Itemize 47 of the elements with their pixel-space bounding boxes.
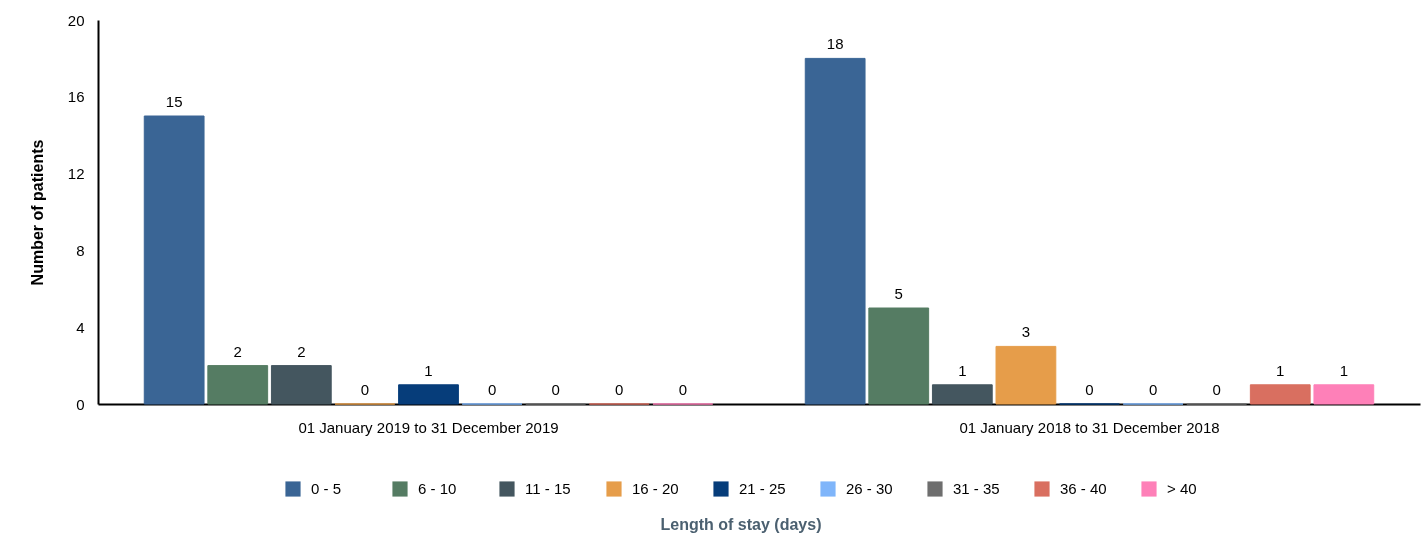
x-tick-label: 01 January 2018 to 31 December 2018 — [959, 418, 1220, 436]
bar — [995, 345, 1057, 405]
bar — [931, 384, 993, 405]
data-label: 0 — [1212, 381, 1221, 398]
bar — [804, 57, 866, 405]
data-label: 0 — [487, 381, 497, 398]
bar — [143, 115, 205, 405]
legend-label: 31 - 35 — [953, 480, 1000, 497]
data-label: 0 — [1085, 381, 1094, 398]
data-label: 1 — [1276, 361, 1285, 379]
bar — [207, 365, 269, 405]
legend-label: 16 - 20 — [632, 480, 679, 497]
bar — [868, 307, 930, 405]
data-label: 2 — [233, 342, 242, 360]
legend-label: 36 - 40 — [1060, 480, 1107, 497]
data-label: 1 — [958, 361, 967, 379]
data-label: 5 — [894, 285, 903, 302]
data-label: 18 — [826, 35, 844, 53]
data-label: 0 — [615, 381, 624, 398]
data-label: 2 — [297, 342, 306, 360]
legend-label: > 40 — [1167, 480, 1197, 497]
y-tick-label: 12 — [67, 165, 85, 183]
data-label: 0 — [1148, 381, 1158, 398]
data-label: 0 — [360, 381, 370, 398]
legend-label: 21 - 25 — [739, 480, 786, 497]
y-tick-label: 4 — [76, 318, 85, 336]
data-label: 1 — [1339, 361, 1349, 379]
data-label: 3 — [1021, 323, 1031, 341]
y-tick-label: 8 — [76, 241, 85, 259]
x-tick-label: 01 January 2019 to 31 December 2019 — [298, 418, 559, 436]
y-tick-label: 0 — [76, 395, 85, 413]
data-label: 0 — [678, 381, 688, 398]
legend-label: 11 - 15 — [525, 480, 571, 497]
bar — [398, 384, 459, 405]
legend-title: Length of stay (days) — [660, 516, 822, 533]
y-axis-title: Number of patients — [28, 139, 46, 286]
legend-label: 6 - 10 — [418, 480, 457, 497]
legend-label: 0 - 5 — [311, 480, 342, 497]
bar — [1313, 384, 1375, 405]
bar — [270, 365, 332, 405]
data-label: 1 — [424, 361, 433, 379]
data-label: 0 — [551, 381, 560, 398]
data-label: 15 — [165, 93, 183, 110]
bar — [1249, 384, 1311, 405]
y-tick-label: 20 — [67, 11, 85, 29]
legend-label: 26 - 30 — [846, 480, 893, 497]
y-tick-label: 16 — [67, 88, 85, 106]
